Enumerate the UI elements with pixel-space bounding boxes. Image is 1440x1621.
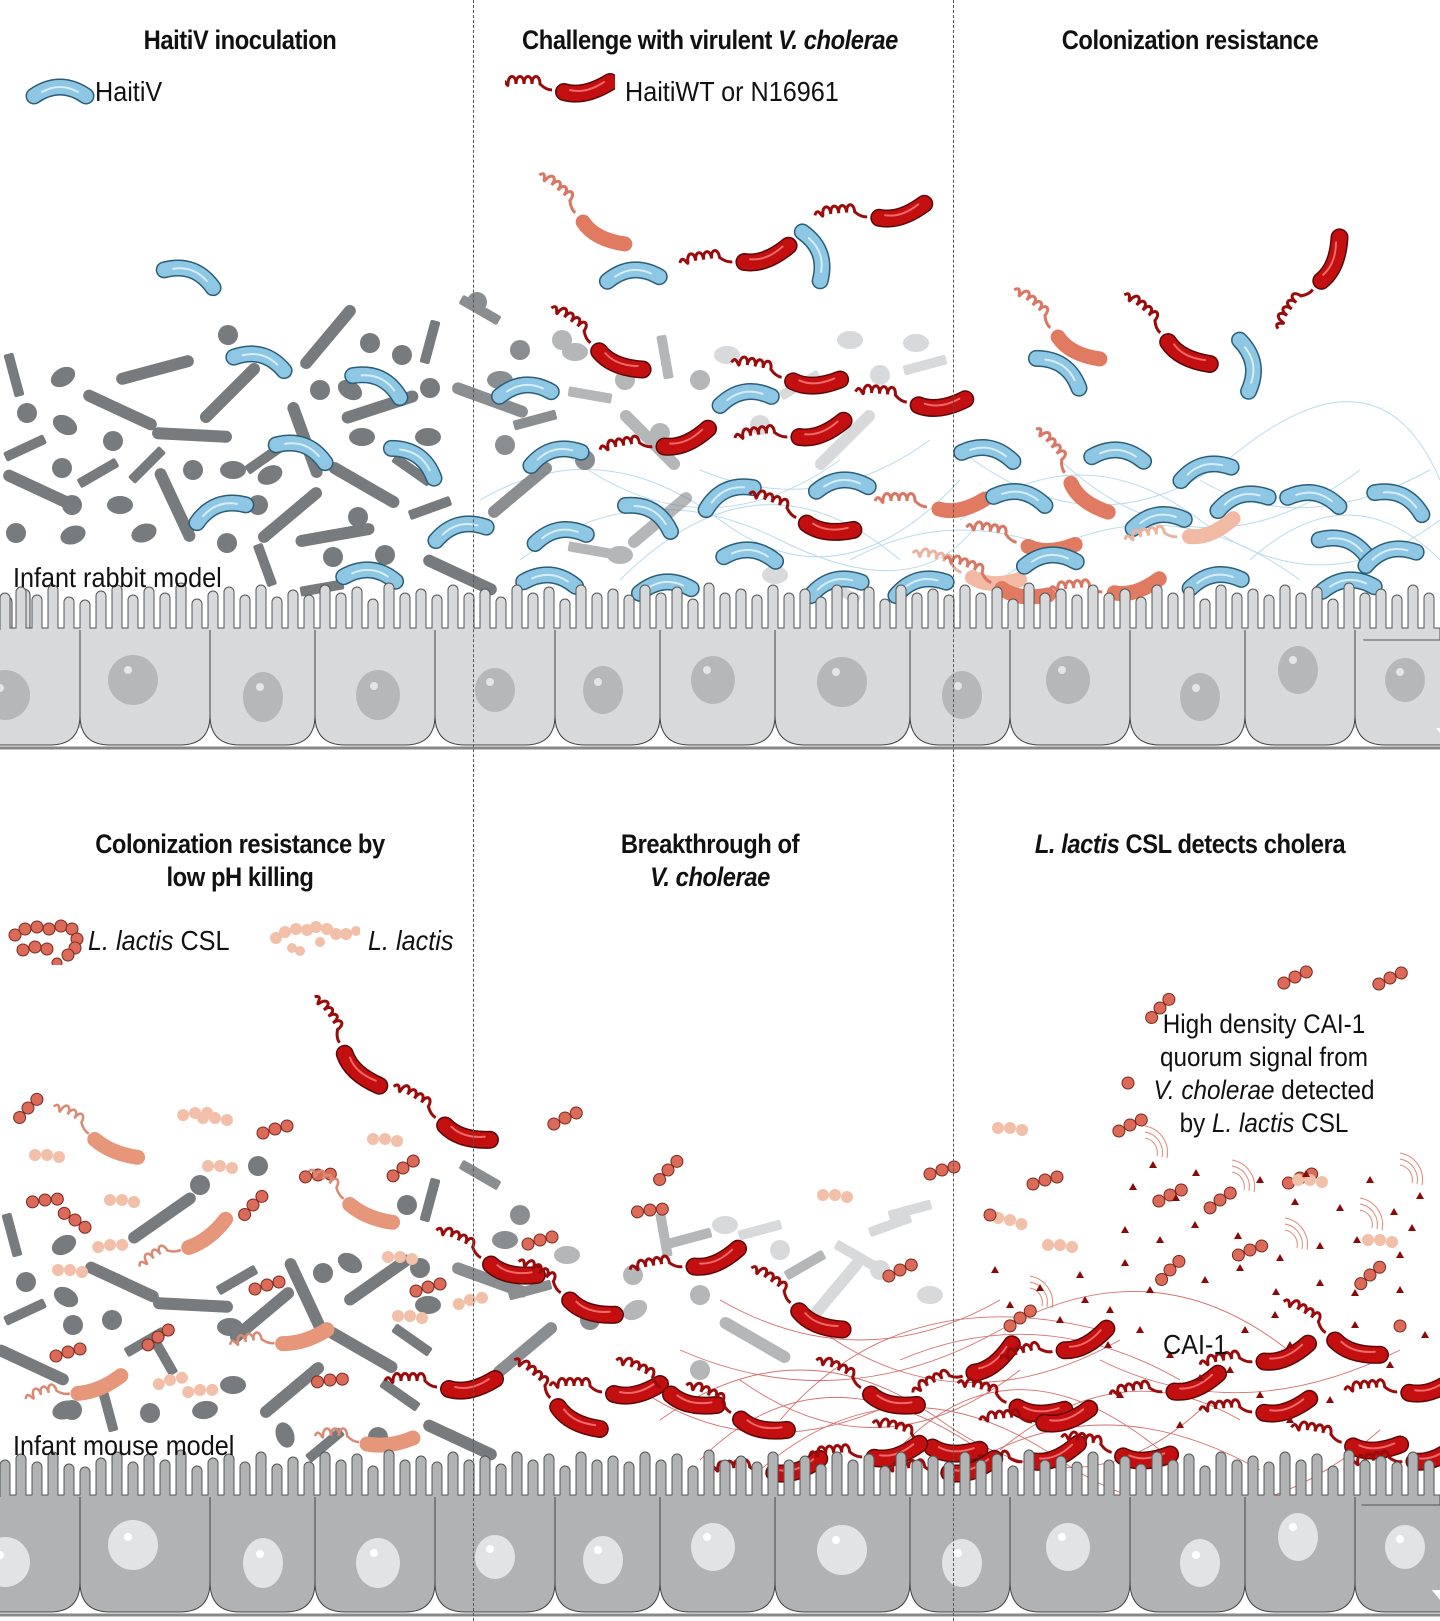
panel-title-challenge: Challenge with virulent V. cholerae xyxy=(499,24,921,57)
model-label-rabbit: Infant rabbit model xyxy=(13,562,222,593)
note-text: by xyxy=(1179,1108,1212,1138)
note-line-4: by L. lactis CSL xyxy=(1138,1107,1390,1140)
note-text: detected xyxy=(1274,1075,1375,1105)
legend-label-haitiv: HaitiV xyxy=(95,76,163,107)
species-name: L. lactis xyxy=(88,925,174,956)
panel-title-breakthrough: Breakthrough of V. cholerae xyxy=(508,828,913,894)
haitiv-bacterium-icon xyxy=(20,70,100,110)
lactis-chain-icon xyxy=(270,921,360,956)
title-species: V. cholerae xyxy=(778,25,898,56)
species-name: V. cholerae xyxy=(1153,1075,1275,1105)
column-divider-1 xyxy=(473,0,474,1621)
title-species: L. lactis xyxy=(1034,829,1120,860)
legend-label-lactis-csl: L. lactis CSL xyxy=(88,925,229,957)
model-label-mouse: Infant mouse model xyxy=(13,1430,235,1461)
note-line-3: V. cholerae detected xyxy=(1138,1074,1390,1107)
title-line-2: V. cholerae xyxy=(650,862,770,893)
intestinal-scene-top xyxy=(0,150,1440,750)
panel-title-colonization-resistance: Colonization resistance xyxy=(1061,25,1319,56)
title-line-2: low pH killing xyxy=(166,862,314,893)
legend-label-lactis: L. lactis xyxy=(368,925,453,957)
epithelium-top xyxy=(0,582,1440,750)
panel-title-haitiv-inoculation: HaitiV inoculation xyxy=(143,25,337,56)
title-text: Challenge with virulent xyxy=(522,25,779,56)
strain-suffix: CSL xyxy=(1294,1108,1349,1138)
virulent-vibrio-icon xyxy=(505,66,615,106)
lactis-csl-chain-icon xyxy=(8,919,84,965)
strain-suffix: CSL xyxy=(173,925,230,956)
intestinal-scene-bottom xyxy=(0,964,1440,1617)
panel-title-low-ph-killing: Colonization resistance by low pH killin… xyxy=(46,828,433,894)
note-line-1: High density CAI-1 xyxy=(1162,1009,1366,1039)
legend-label-virulent: HaitiWT or N16961 xyxy=(625,76,839,107)
species-name: L. lactis xyxy=(1211,1108,1295,1138)
title-line-1: Breakthrough of xyxy=(620,829,800,860)
note-line-2: quorum signal from xyxy=(1159,1042,1368,1072)
panel-title-detects-cholera: L. lactis CSL detects cholera xyxy=(979,828,1401,861)
cai1-signal-label: CAI-1 xyxy=(1163,1329,1228,1360)
quorum-signal-annotation: High density CAI-1 quorum signal from V.… xyxy=(1138,1008,1390,1140)
title-line-1: Colonization resistance by xyxy=(95,829,385,860)
title-text: CSL detects cholera xyxy=(1119,829,1346,860)
species-name: L. lactis xyxy=(368,925,454,956)
column-divider-2 xyxy=(953,0,954,1621)
